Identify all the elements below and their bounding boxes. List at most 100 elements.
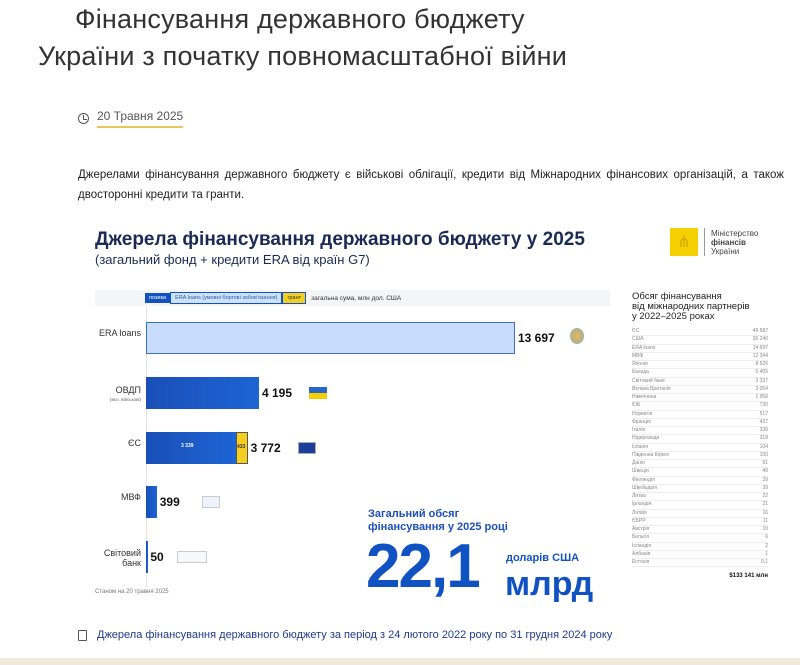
- bar-позика-1: [146, 377, 259, 409]
- era-hands-icon: [570, 328, 584, 344]
- partner-name: Японія: [632, 361, 648, 367]
- bar-value-label: 399: [159, 495, 180, 509]
- partner-amount: 30 240: [752, 336, 768, 343]
- legend-grant: грант: [282, 292, 307, 304]
- partner-name: ЄБРР: [632, 517, 646, 524]
- table-row: Іспанія 104: [632, 444, 768, 452]
- category-label: МВФ: [120, 492, 141, 502]
- partner-amount: 51: [762, 460, 768, 466]
- eu-flag-icon: [297, 442, 316, 454]
- legend-unit: загальна сума, млн дол. США: [311, 294, 402, 302]
- infographic-title: Джерела фінансування державного бюджету …: [95, 229, 585, 250]
- page-title-line1: Фінансування державного бюджету: [75, 4, 525, 34]
- partner-amount: 22: [762, 493, 768, 499]
- partner-name: Австрія: [632, 526, 650, 532]
- bar-era-0: [146, 322, 515, 354]
- table-row: Італія 330: [632, 427, 768, 436]
- partners-table: Обсяг фінансування від міжнародних партне…: [632, 292, 768, 579]
- category-label: ЄС: [128, 438, 141, 448]
- partner-name: Литва: [632, 493, 646, 499]
- logo-line2: фінансів: [711, 237, 746, 247]
- total-unit: млрд: [505, 565, 594, 603]
- partner-amount: 730: [759, 402, 768, 409]
- partner-name: ЄС: [632, 328, 640, 334]
- table-row: МВФ 12 344: [632, 353, 768, 361]
- partner-name: Латвія: [632, 509, 647, 516]
- table-row: Японія 8 526: [632, 361, 768, 370]
- ministry-logo: ⋔ Міністерство фінансів України: [670, 228, 758, 256]
- chart-legend: позика ERA loans (умовні боргові зобов'я…: [95, 290, 610, 306]
- partner-name: Нідерланди: [632, 435, 660, 442]
- table-row: Велика Британія 3 054: [632, 386, 768, 394]
- total-label-line1: Загальний обсяг: [368, 508, 460, 520]
- date-text: 20 Травня 2025: [97, 109, 184, 128]
- bar-value-label: 13 697: [518, 331, 555, 345]
- table-row: Швейцарія 39: [632, 485, 768, 493]
- partner-amount: 1: [765, 550, 768, 557]
- table-row: ЄІБ 730: [632, 402, 768, 411]
- total-value: 22,1: [366, 532, 481, 601]
- table-row: Бельгія 6: [632, 534, 768, 543]
- publish-date: 20 Травня 2025: [78, 109, 184, 128]
- partner-name: Фінляндія: [632, 476, 655, 483]
- legend-era: ERA loans (умовні боргові зобов'язання): [170, 292, 283, 304]
- partner-name: Швеція: [632, 468, 649, 475]
- partner-name: ЄІБ: [632, 402, 641, 409]
- table-row: ЄС 49 587: [632, 328, 768, 337]
- partner-name: Ірландія: [632, 501, 652, 508]
- table-row: Латвія 16: [632, 510, 768, 518]
- table-row: Литва 22: [632, 493, 768, 502]
- trident-icon: ⋔: [670, 228, 698, 256]
- table-row: Норвегія 517: [632, 411, 768, 419]
- partner-name: МВФ: [632, 352, 644, 359]
- partner-name: Іспанія: [632, 443, 648, 450]
- category-label: ERA loans: [98, 328, 141, 338]
- partner-amount: 2: [765, 542, 768, 549]
- partner-amount: 437: [759, 418, 768, 425]
- table-title-line1: Обсяг фінансування: [632, 291, 722, 302]
- table-row: Фінляндія 39: [632, 477, 768, 485]
- table-title-line3: у 2022–2025 роках: [632, 311, 715, 322]
- category-label: ОВДП (вкл. військові): [110, 385, 141, 402]
- page-title-line2: України з початку повномасштабної війни: [38, 41, 568, 71]
- bar-позика-3: [146, 486, 157, 518]
- partner-amount: 3 337: [755, 377, 768, 384]
- table-row: ERA loans 14 697: [632, 345, 768, 353]
- partners-table-title: Обсяг фінансування від міжнародних партне…: [632, 292, 768, 322]
- bar-value-label: 3 772: [250, 441, 281, 455]
- partner-name: Албанія: [632, 550, 651, 557]
- partner-amount: 10: [762, 526, 768, 532]
- partner-amount: 49 587: [752, 328, 768, 334]
- footer-link[interactable]: Джерела фінансування державного бюджету …: [78, 629, 612, 641]
- segment-label: 433: [236, 444, 246, 450]
- logo-line3: України: [711, 246, 740, 256]
- partner-amount: 1 950: [755, 394, 768, 400]
- bottom-strip: [0, 658, 800, 665]
- partner-amount: 39: [762, 476, 768, 483]
- partner-amount: 0,1: [761, 559, 768, 565]
- table-row: Франція 437: [632, 419, 768, 427]
- infographic-subtitle: (загальний фонд + кредити ERA від країн …: [95, 252, 370, 267]
- partner-name: Швейцарія: [632, 484, 657, 491]
- table-row: Південна Корея 100: [632, 452, 768, 460]
- table-row: Австрія 10: [632, 526, 768, 535]
- category-label: Світовий банк: [103, 548, 141, 568]
- partner-name: Канада: [632, 369, 649, 376]
- table-title-line2: від міжнародних партнерів: [632, 301, 750, 312]
- footer-link-text[interactable]: Джерела фінансування державного бюджету …: [97, 629, 613, 641]
- partner-amount: 21: [762, 501, 768, 508]
- partner-amount: 39: [762, 484, 768, 491]
- table-row: Ірландія 21: [632, 501, 768, 510]
- ukraine-flag-icon: [309, 387, 327, 399]
- intro-paragraph: Джерелами фінансування державного бюджет…: [78, 169, 784, 201]
- partner-name: Велика Британія: [632, 385, 671, 392]
- bar-value-label: 50: [150, 550, 164, 564]
- partners-total: $133 141 млн: [729, 573, 768, 580]
- table-row: Нідерланди 318: [632, 435, 768, 444]
- partner-name: Німеччина: [632, 394, 657, 400]
- table-row: Швеція 49: [632, 468, 768, 477]
- table-row: Естонія 0,1: [632, 559, 768, 568]
- partner-amount: 12 344: [752, 352, 768, 359]
- partner-amount: 517: [759, 410, 768, 417]
- bar-позика-2: 3 339: [146, 432, 236, 464]
